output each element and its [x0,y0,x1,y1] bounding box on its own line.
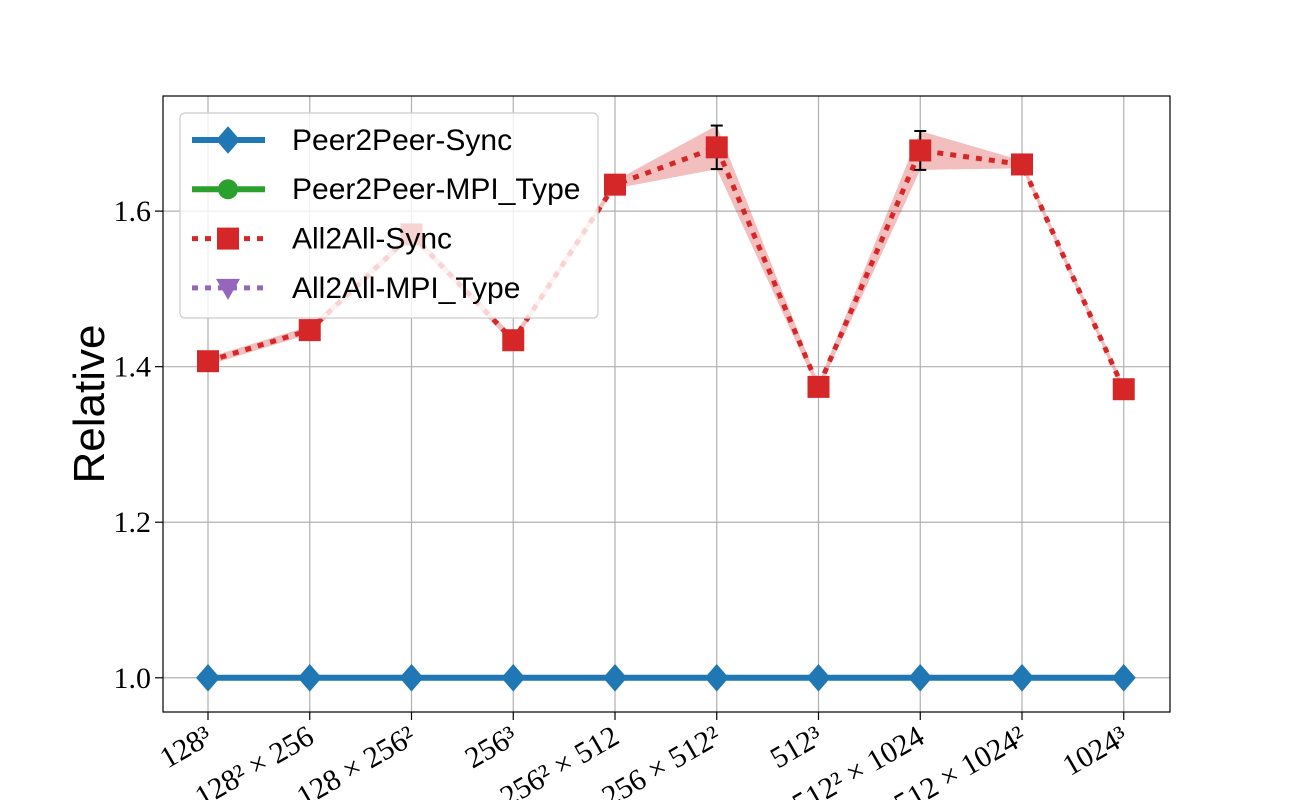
data-point [704,663,729,692]
y-axis-label: Relative [65,325,114,484]
data-point [196,663,220,692]
data-point [909,139,932,162]
data-point [502,329,525,352]
data-point [197,350,219,373]
x-tick-label: 512³ [765,719,828,775]
x-tick-label: 256³ [459,719,522,775]
x-tick-label: 1024³ [1057,719,1133,782]
y-tick-label: 1.2 [114,506,152,539]
data-point [1011,153,1033,176]
data-point [501,663,526,692]
y-tick-label: 1.0 [114,662,152,695]
data-point [1010,663,1034,692]
legend-label: All2All-Sync [292,223,452,256]
legend-marker [217,227,239,250]
legend-label: Peer2Peer-MPI_Type [292,173,580,206]
data-point [806,663,831,692]
legend-marker [218,179,238,200]
data-point [298,319,321,342]
data-point [603,663,627,692]
x-tick-label: 128 × 256² [291,719,421,800]
legend-marker [216,278,240,300]
legend-label: Peer2Peer-Sync [292,124,512,157]
y-tick-label: 1.6 [114,195,152,228]
y-tick-label: 1.4 [114,351,152,384]
data-point [1112,378,1135,401]
legend: Peer2Peer-Sync Peer2Peer-MPI_Type All2All-… [179,112,599,319]
data-point [705,136,728,159]
data-point [399,663,424,692]
x-tick-label: 128³ [154,719,217,775]
plot-frame [162,95,1171,713]
x-tick-label: 256 × 512² [596,719,726,800]
legend-label: All2All-MPI_Type [292,272,520,305]
data-point [1111,663,1136,692]
data-point [807,375,830,398]
legend-box [179,112,599,319]
legend-marker [216,126,240,154]
data-point [297,663,322,692]
data-point [604,173,626,196]
data-point [908,663,933,692]
